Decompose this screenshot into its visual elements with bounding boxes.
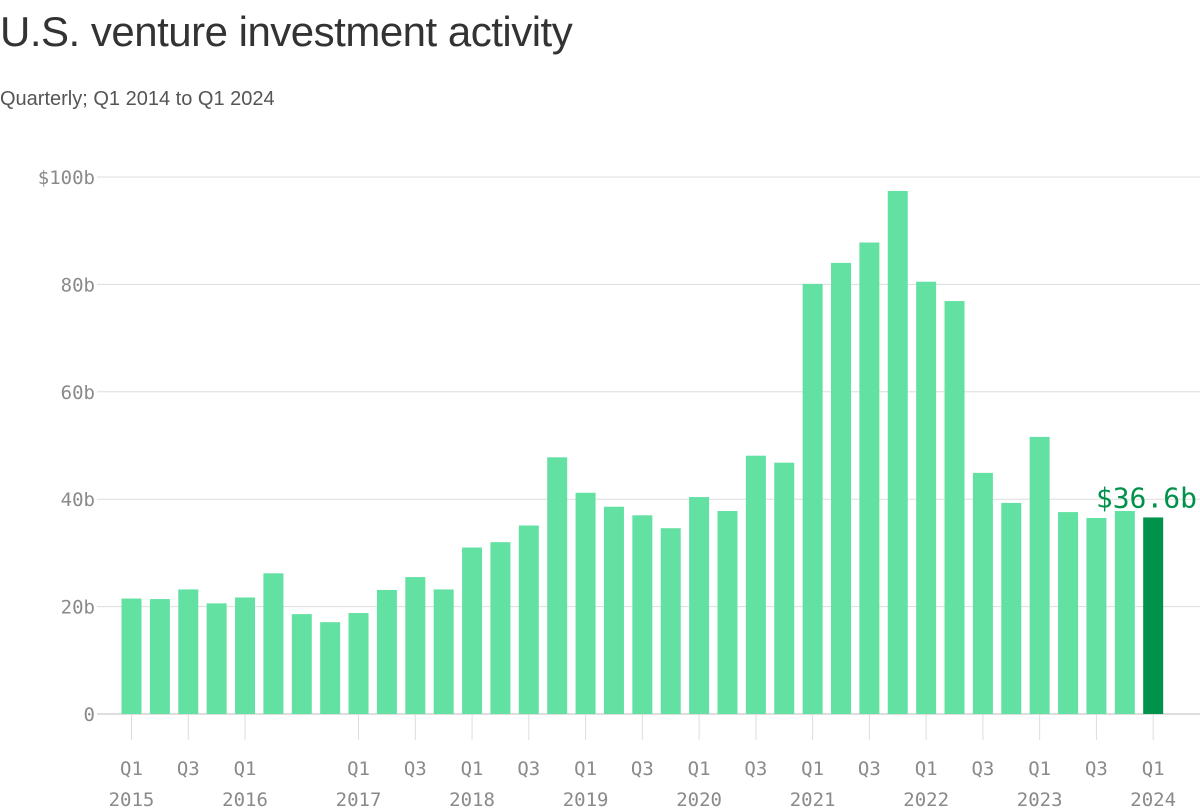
x-tick-quarter: Q1 [1028,758,1051,780]
x-tick-quarter: Q3 [744,758,767,780]
x-tick-year: 2019 [563,789,609,811]
x-tick-year: 2020 [676,789,722,811]
bar [774,462,795,714]
x-tick-year: 2021 [790,789,836,811]
y-tick-label: 60b [61,382,95,404]
bar [1114,511,1135,714]
y-axis-labels: 0 20b 40b 60b 80b $100b [38,167,95,726]
bar [206,603,227,714]
bar [1086,518,1107,714]
bar [121,598,142,714]
bar-highlight [1143,517,1164,714]
highlight-value-label: $36.6b [1096,481,1197,514]
x-tick-quarter: Q3 [177,758,200,780]
x-tick-quarter: Q3 [404,758,427,780]
x-tick-quarter: Q1 [1142,758,1165,780]
bar [235,597,256,714]
bar [689,497,710,714]
bar [745,455,766,714]
bar [547,457,568,714]
x-tick-year: 2024 [1130,789,1176,811]
x-tick-quarter: Q1 [120,758,143,780]
bar [178,589,199,714]
chart-title: U.S. venture investment activity [0,8,573,55]
x-tick-quarter: Q3 [858,758,881,780]
bar [831,262,851,714]
x-tick-year: 2022 [903,789,949,811]
bar [944,301,965,714]
x-tick-quarter: Q1 [688,758,711,780]
y-tick-label: 40b [61,489,95,511]
bar [291,614,312,714]
x-axis-labels: Q1 2015 Q3 Q1 2016 Q1 2017 Q3 Q1 2018 Q3 Q1 2019 Q3 Q1… [109,714,1176,811]
y-tick-label: 0 [84,704,95,726]
bars [121,190,1164,714]
x-tick-year: 2017 [336,789,382,811]
bar [433,589,454,714]
bar [348,613,369,714]
bar [518,525,539,714]
x-tick-quarter: Q1 [915,758,938,780]
bar [1058,512,1079,714]
x-tick-quarter: Q1 [574,758,597,780]
bar [462,547,483,714]
chart-subtitle: Quarterly; Q1 2014 to Q1 2024 [0,88,275,110]
bar [575,492,596,714]
bar [916,281,937,714]
bar [972,472,993,714]
bar [376,589,397,714]
bar [603,506,624,714]
x-tick-year: 2018 [449,789,495,811]
bar [149,599,170,714]
x-tick-quarter: Q1 [347,758,370,780]
x-tick-quarter: Q3 [1085,758,1108,780]
x-tick-year: 2016 [222,789,268,811]
bar [1029,436,1050,714]
x-tick-quarter: Q1 [234,758,257,780]
bar [632,515,653,714]
bar [717,511,738,714]
bar [320,622,341,714]
callout: $36.6b [1096,481,1197,514]
bar [859,242,880,714]
y-tick-label: 80b [61,274,95,296]
bar [1001,502,1022,714]
bar [490,542,511,714]
x-tick-quarter: Q1 [461,758,484,780]
x-tick-quarter: Q3 [971,758,994,780]
bar [405,577,426,714]
y-tick-label: 20b [61,597,95,619]
x-tick-quarter: Q1 [801,758,824,780]
y-tick-label: $100b [38,167,95,189]
x-tick-year: 2023 [1017,789,1063,811]
x-tick-quarter: Q3 [517,758,540,780]
bar [887,190,908,714]
x-tick-quarter: Q3 [631,758,654,780]
bar [802,283,823,714]
bar [263,573,284,714]
x-tick-year: 2015 [109,789,155,811]
bar [660,528,681,714]
